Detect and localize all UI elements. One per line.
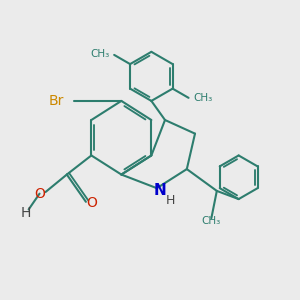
Text: CH₃: CH₃: [202, 217, 221, 226]
Text: Br: Br: [49, 94, 64, 108]
Text: O: O: [86, 196, 97, 210]
Text: H: H: [166, 194, 175, 207]
Text: O: O: [34, 187, 45, 201]
Text: CH₃: CH₃: [194, 93, 213, 103]
Text: N: N: [153, 183, 166, 198]
Text: CH₃: CH₃: [90, 49, 109, 58]
Text: H: H: [21, 206, 31, 220]
